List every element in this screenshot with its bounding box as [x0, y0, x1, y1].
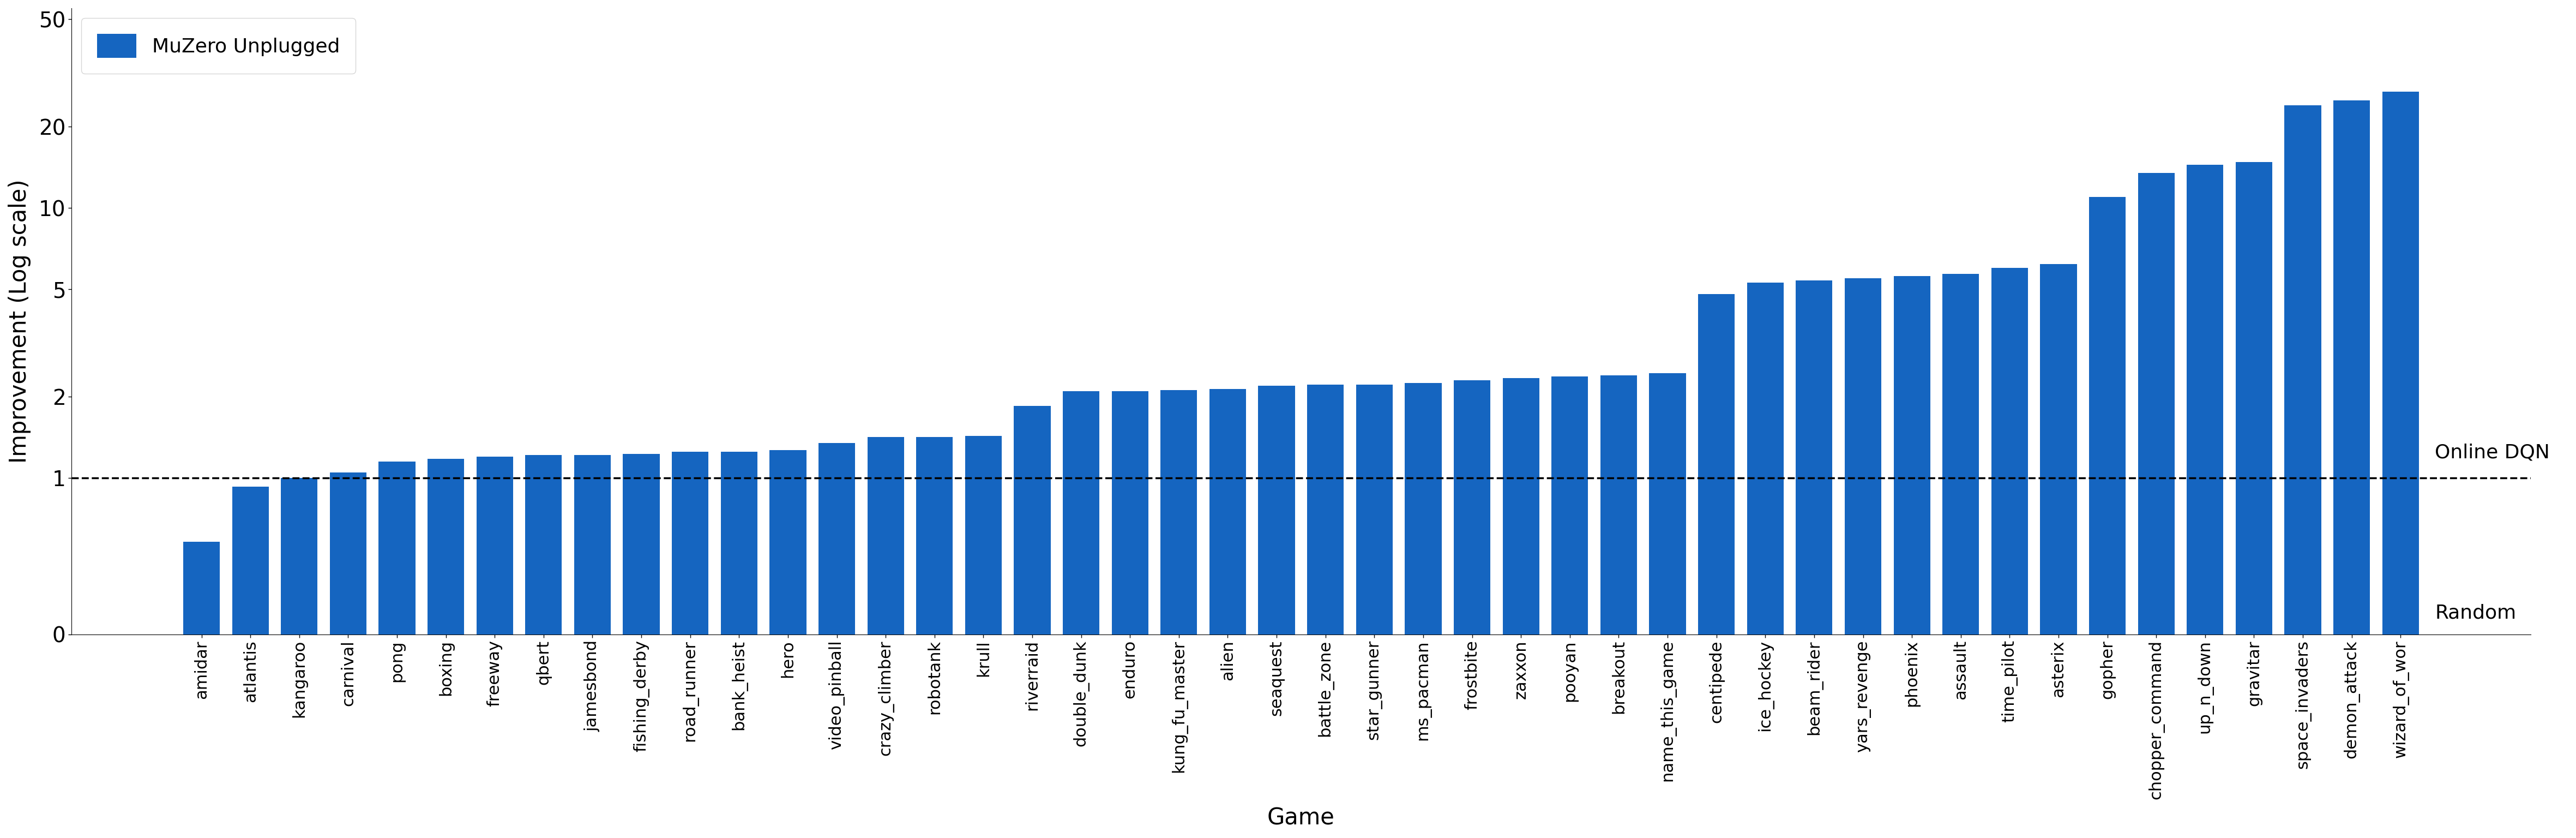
Legend: MuZero Unplugged: MuZero Unplugged	[82, 18, 355, 74]
Bar	[1551, 376, 1589, 634]
Y-axis label: Improvement (Log scale): Improvement (Log scale)	[8, 179, 31, 463]
Bar	[1257, 385, 1296, 634]
Bar	[1844, 278, 1880, 634]
Bar	[1404, 383, 1443, 634]
Bar	[281, 478, 317, 634]
Bar	[2187, 164, 2223, 634]
Bar	[379, 462, 415, 634]
Bar	[1113, 391, 1149, 634]
Bar	[1991, 268, 2027, 634]
Bar	[770, 450, 806, 634]
Bar	[330, 473, 366, 634]
Bar	[1698, 294, 1734, 634]
Bar	[526, 455, 562, 634]
Bar	[1893, 276, 1929, 634]
Bar	[1306, 385, 1345, 634]
Bar	[1942, 274, 1978, 634]
Bar	[1747, 282, 1783, 634]
X-axis label: Game: Game	[1267, 807, 1334, 830]
Bar	[1795, 281, 1832, 634]
Bar	[721, 452, 757, 634]
Bar	[1064, 391, 1100, 634]
Bar	[1208, 389, 1247, 634]
Bar	[1649, 373, 1685, 634]
Bar	[428, 458, 464, 634]
Bar	[1015, 406, 1051, 634]
Bar	[1453, 380, 1492, 634]
Bar	[966, 436, 1002, 634]
Bar	[2089, 197, 2125, 634]
Bar	[232, 487, 268, 634]
Bar	[2383, 91, 2419, 634]
Bar	[2138, 173, 2174, 634]
Bar	[477, 457, 513, 634]
Bar	[1162, 390, 1198, 634]
Text: Random: Random	[2434, 604, 2517, 623]
Bar	[868, 437, 904, 634]
Bar	[672, 452, 708, 634]
Bar	[819, 442, 855, 634]
Bar	[1502, 378, 1540, 634]
Bar	[2334, 101, 2370, 634]
Bar	[574, 455, 611, 634]
Bar	[917, 437, 953, 634]
Bar	[183, 542, 219, 634]
Bar	[1600, 375, 1636, 634]
Bar	[623, 454, 659, 634]
Bar	[2040, 264, 2076, 634]
Text: Online DQN: Online DQN	[2434, 443, 2550, 462]
Bar	[2236, 162, 2272, 634]
Bar	[2285, 106, 2321, 634]
Bar	[1355, 385, 1394, 634]
